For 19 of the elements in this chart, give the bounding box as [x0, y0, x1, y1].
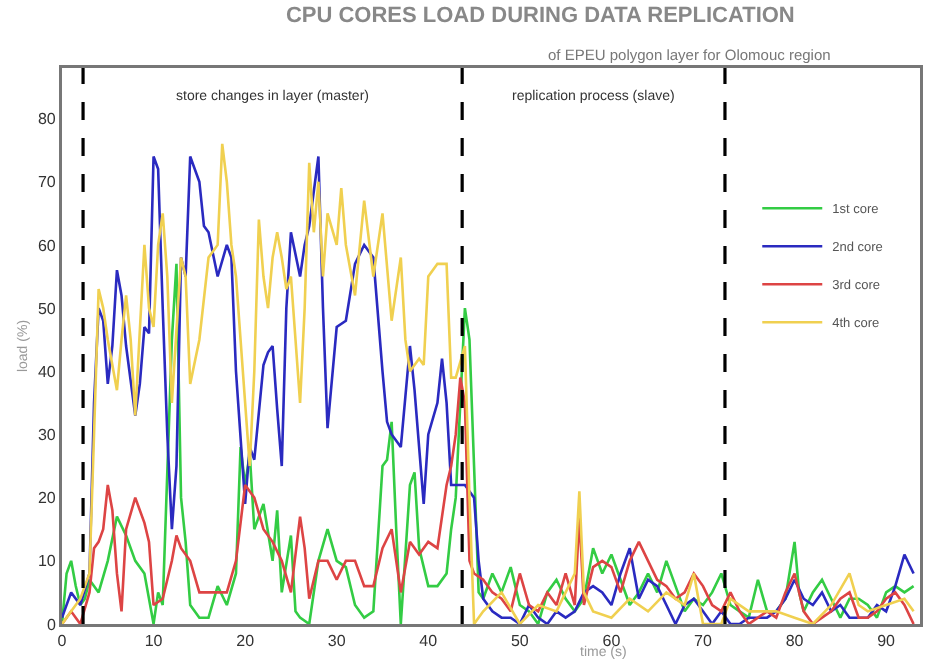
- chart-title: CPU CORES LOAD DURING DATA REPLICATION: [285, 4, 795, 29]
- y-tick-label: 70: [37, 173, 57, 192]
- x-tick-label: 70: [694, 632, 713, 651]
- y-tick-label: 20: [37, 489, 57, 508]
- x-tick-label: 80: [785, 632, 805, 651]
- x-tick-label: 90: [877, 632, 897, 651]
- y-tick-label: 10: [37, 552, 57, 571]
- y-tick-label: 60: [37, 236, 57, 255]
- x-tick-label: 20: [236, 632, 256, 651]
- y-tick-label: 30: [37, 426, 57, 445]
- line-series: [62, 262, 915, 624]
- y-tick-label: 0: [46, 615, 57, 634]
- y-tick-label: 40: [37, 362, 57, 381]
- x-tick-label: 40: [419, 632, 439, 651]
- y-tick-label: 50: [37, 299, 57, 318]
- y-tick-label: 80: [37, 110, 57, 129]
- x-tick-label: 30: [327, 632, 347, 651]
- x-tick-label: 10: [144, 632, 164, 651]
- x-tick-label: 50: [510, 632, 530, 651]
